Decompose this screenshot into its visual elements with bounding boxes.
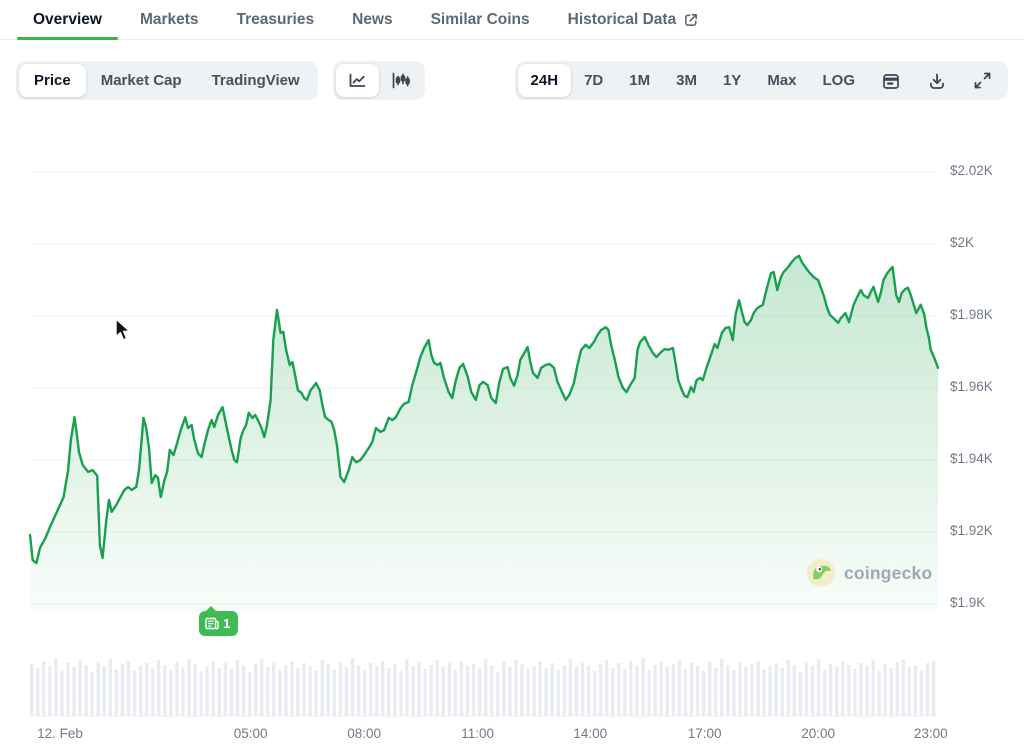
tab-treasuries[interactable]: Treasuries: [237, 0, 315, 39]
candlestick-chart-icon: [390, 71, 411, 90]
x-tick-label: 23:00: [913, 726, 948, 741]
metric-tab-price[interactable]: Price: [19, 64, 86, 97]
x-tick-label: 05:00: [233, 726, 268, 741]
tab-label: Similar Coins: [430, 10, 530, 28]
chart-type-toggle-group: [332, 61, 425, 100]
tab-similar-coins[interactable]: Similar Coins: [431, 0, 530, 39]
tab-label: Overview: [33, 10, 102, 28]
news-annotation-badge[interactable]: 1: [199, 606, 239, 636]
tab-historical-data[interactable]: Historical Data: [568, 0, 700, 39]
y-tick-label: $2.02K: [950, 163, 993, 178]
y-tick-label: $1.94K: [950, 451, 993, 466]
range-tab-1m[interactable]: 1M: [629, 72, 651, 89]
coin-page-tabs: Overview Markets Treasuries News Similar Coi…: [0, 0, 1024, 40]
tab-label: Treasuries: [236, 10, 315, 28]
line-chart-icon: [347, 71, 368, 90]
tab-label: News: [352, 10, 393, 28]
x-tick-label: 12. Feb: [37, 726, 83, 741]
tab-label: Historical Data: [567, 10, 677, 28]
metric-tab-tradingview[interactable]: TradingView: [211, 72, 300, 89]
y-tick-label: $2K: [950, 235, 975, 250]
y-tick-label: $1.98K: [950, 307, 993, 322]
line-chart-button[interactable]: [335, 64, 379, 97]
coingecko-watermark-text: coingecko: [844, 562, 933, 583]
metric-tab-market-cap[interactable]: Market Cap: [100, 72, 182, 89]
candlestick-chart-button[interactable]: [379, 64, 422, 97]
newspaper-icon: [205, 617, 219, 630]
range-tab-max[interactable]: Max: [767, 72, 797, 89]
range-tab-7d[interactable]: 7D: [584, 72, 604, 89]
x-tick-label: 20:00: [801, 726, 836, 741]
chart-toolbar: Price Market Cap TradingView 24H 7D 1M 3M 1Y Ma…: [16, 61, 1008, 100]
x-tick-label: 08:00: [347, 726, 382, 741]
news-badge-count: 1: [223, 616, 231, 631]
y-tick-label: $1.96K: [950, 379, 993, 394]
range-toggle-group: 24H 7D 1M 3M 1Y Max LOG: [514, 61, 1008, 100]
calendar-button[interactable]: [868, 64, 914, 97]
x-tick-label: 11:00: [461, 726, 495, 741]
range-tab-1y[interactable]: 1Y: [722, 72, 742, 89]
range-tab-3m[interactable]: 3M: [676, 72, 697, 89]
range-tab-24h[interactable]: 24H: [517, 64, 572, 97]
y-tick-label: $1.92K: [950, 523, 993, 538]
external-link-icon: [683, 12, 699, 28]
tab-markets[interactable]: Markets: [140, 0, 199, 39]
tab-news[interactable]: News: [352, 0, 393, 39]
price-chart[interactable]: $2.02K $2K $1.98K $1.96K $1.94K $1.92K $1.9K 1…: [0, 100, 1024, 744]
x-tick-label: 17:00: [687, 726, 722, 741]
coingecko-logo-icon: [807, 559, 835, 587]
y-tick-label: $1.9K: [950, 595, 986, 610]
download-button[interactable]: [914, 64, 960, 97]
x-tick-label: 14:00: [573, 726, 608, 741]
download-icon: [927, 71, 947, 91]
coingecko-watermark: coingecko: [806, 558, 932, 588]
range-tab-log[interactable]: LOG: [822, 72, 856, 89]
tab-overview[interactable]: Overview: [17, 0, 118, 40]
metric-toggle-group: Price Market Cap TradingView: [16, 61, 318, 100]
expand-button[interactable]: [960, 64, 1005, 97]
tab-label: Markets: [139, 10, 199, 28]
calendar-icon: [881, 71, 901, 91]
expand-icon: [973, 71, 992, 90]
